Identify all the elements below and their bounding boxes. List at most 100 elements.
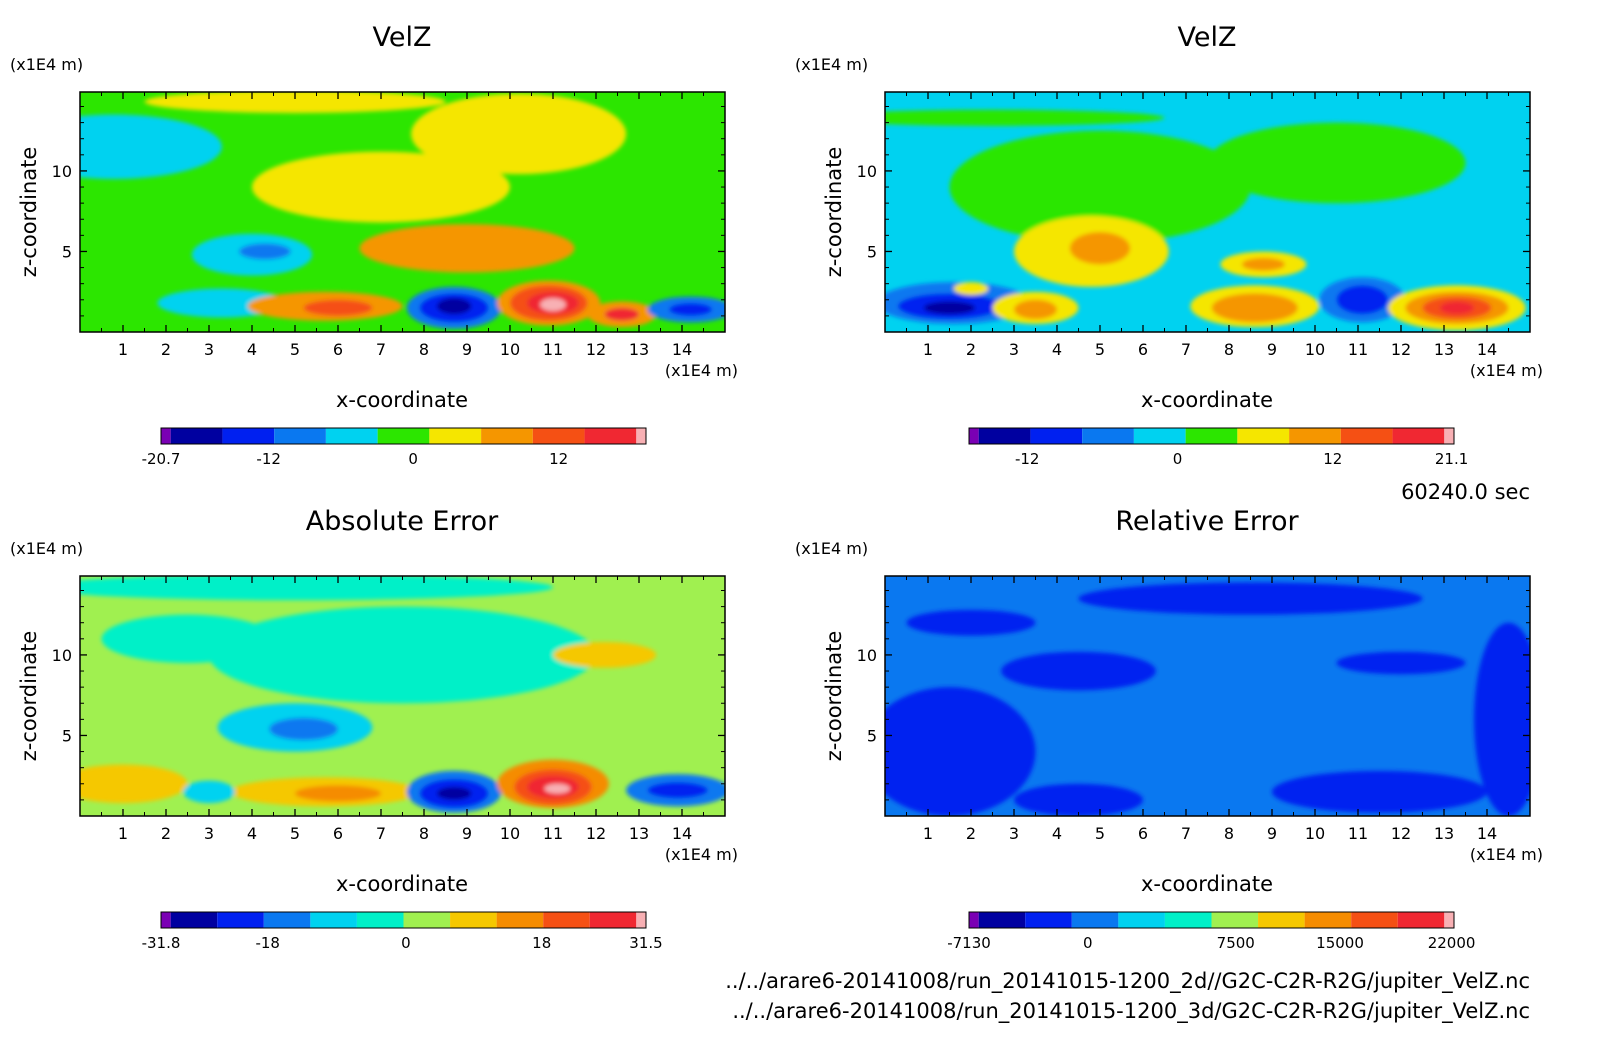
x-tick-label: 5 (1095, 824, 1105, 843)
colorbar-swatch (450, 912, 497, 928)
colorbar-swatch (1304, 912, 1352, 928)
colorbar-swatch (1351, 912, 1398, 928)
colorbar-frame (160, 911, 647, 929)
x-tick-label: 11 (543, 340, 563, 359)
x-tick-label: 12 (1391, 340, 1411, 359)
x-tick-label: 14 (1477, 340, 1497, 359)
contour-region (295, 785, 381, 802)
contour-region (604, 307, 639, 321)
colorbar-swatch (1444, 428, 1454, 444)
x-tick-label: 13 (629, 340, 649, 359)
colorbar-swatch (356, 912, 404, 928)
contour-region (436, 787, 472, 800)
x-tick-label: 1 (118, 824, 128, 843)
y-tick-label: 5 (867, 726, 877, 745)
y-tick-label: 5 (62, 726, 72, 745)
x-tick-label: 7 (376, 340, 386, 359)
contour-region (540, 298, 566, 312)
contour-region (906, 609, 1036, 636)
contour-region (885, 109, 1165, 126)
colorbar-swatch (274, 428, 326, 444)
colorbar-swatch (1030, 428, 1083, 444)
x-axis-label: x-coordinate (1141, 872, 1273, 896)
x-tick-label: 12 (586, 340, 606, 359)
x-tick-label: 1 (923, 340, 933, 359)
x-unit-label: (x1E4 m) (1470, 361, 1543, 380)
y-unit-label: (x1E4 m) (795, 539, 868, 558)
x-tick-label: 9 (462, 824, 472, 843)
colorbar-swatch (636, 912, 646, 928)
colorbar-swatch (1082, 428, 1134, 444)
contour-region (144, 92, 446, 113)
colorbar-tick-label: 12 (1323, 450, 1342, 468)
colorbar-swatch (222, 428, 275, 444)
x-tick-label: 14 (672, 340, 692, 359)
y-axis-label: z-coordinate (17, 631, 41, 762)
colorbar-swatch (1185, 428, 1238, 444)
x-tick-label: 3 (204, 340, 214, 359)
panel-relative-error: Relative Error (x1E4 m) 1 2 3 4 5 6 7 8 9 10 11 12 1… (795, 506, 1543, 952)
colorbar-tick-label: 15000 (1316, 934, 1364, 952)
contour-region (953, 282, 989, 295)
contour-region (101, 614, 274, 663)
colorbar-swatch (217, 912, 264, 928)
colorbar-swatch (481, 428, 533, 444)
colorbar: -7130 0 7500 15000 22000 (947, 911, 1476, 952)
panel-title: VelZ (1178, 22, 1237, 53)
colorbar-tick-label: 22000 (1428, 934, 1476, 952)
contour-region (80, 764, 188, 804)
contour-region (553, 642, 657, 668)
colorbar: -31.8 -18 0 18 31.5 (142, 911, 663, 952)
colorbar: -20.7 -12 0 12 (142, 427, 647, 468)
colorbar-swatch (589, 912, 637, 928)
x-tick-label: 8 (1224, 824, 1234, 843)
x-tick-label: 11 (1348, 340, 1368, 359)
contour-region (303, 299, 373, 316)
contour-region (1014, 299, 1057, 320)
colorbar-tick-label: 0 (401, 934, 411, 952)
colorbar-tick-label: 0 (1173, 450, 1183, 468)
y-unit-label: (x1E4 m) (795, 55, 868, 74)
contour-region (239, 243, 291, 260)
x-axis-label: x-coordinate (336, 872, 468, 896)
x-tick-label: 5 (1095, 340, 1105, 359)
colorbar-tick-label: -18 (255, 934, 280, 952)
x-tick-label: 10 (500, 824, 520, 843)
y-tick-label: 5 (62, 242, 72, 261)
x-tick-label: 3 (1009, 340, 1019, 359)
plot-area (885, 92, 1530, 332)
colorbar-swatch (636, 428, 646, 444)
contour-region (1078, 582, 1423, 615)
x-tick-label: 14 (1477, 824, 1497, 843)
y-axis-label: z-coordinate (17, 147, 41, 278)
colorbar-swatch (161, 912, 171, 928)
contour-region (885, 687, 1036, 816)
y-axis-label: z-coordinate (822, 147, 846, 278)
x-axis-label: x-coordinate (336, 388, 468, 412)
colorbar-swatch (403, 912, 451, 928)
x-tick-label: 1 (118, 340, 128, 359)
colorbar-swatch (1133, 428, 1186, 444)
colorbar-swatch (310, 912, 357, 928)
x-tick-label: 12 (1391, 824, 1411, 843)
x-tick-label: 13 (1434, 824, 1454, 843)
contour-region (1241, 257, 1285, 271)
contour-region (80, 576, 553, 601)
contour-region (1069, 232, 1131, 265)
colorbar-swatch (325, 428, 378, 444)
x-tick-label: 8 (419, 824, 429, 843)
contour-region (544, 783, 571, 794)
colorbar-swatch (969, 428, 979, 444)
time-label: 60240.0 sec (1401, 480, 1530, 504)
x-tick-label: 6 (333, 340, 343, 359)
x-tick-label: 2 (161, 340, 171, 359)
colorbar-frame (968, 427, 1455, 445)
x-tick-label: 7 (1181, 824, 1191, 843)
colorbar: -12 0 12 21.1 (968, 427, 1468, 468)
colorbar-swatch (161, 428, 171, 444)
x-tick-label: 4 (247, 824, 257, 843)
colorbar-swatch (543, 912, 590, 928)
y-tick-label: 10 (52, 162, 72, 181)
